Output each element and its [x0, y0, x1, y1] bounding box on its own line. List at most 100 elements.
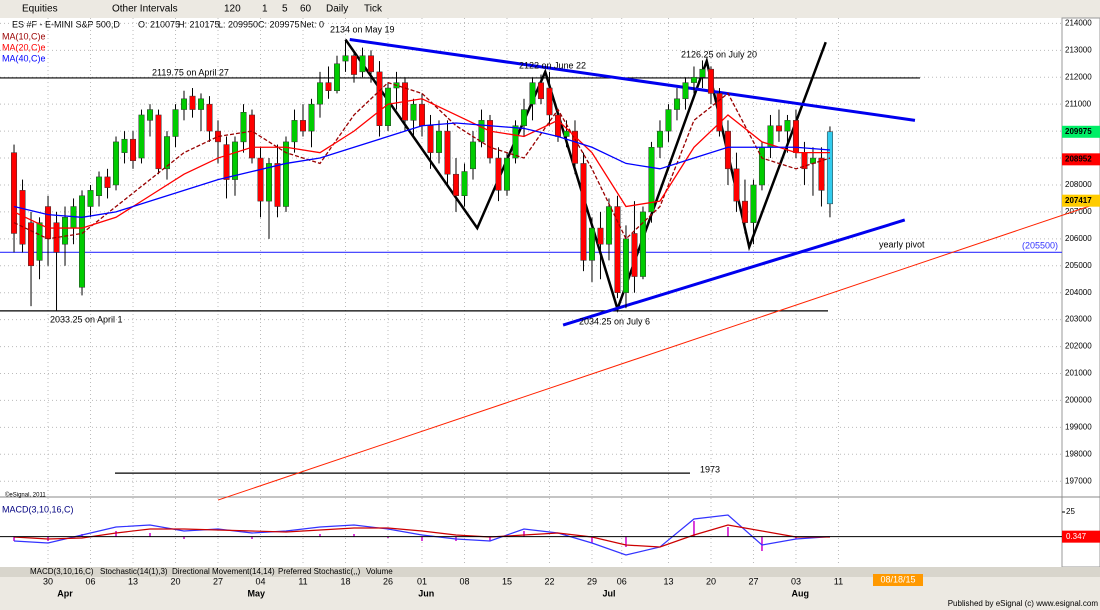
macd-line — [13, 524, 830, 548]
month-label: Apr — [57, 588, 73, 598]
candle-body — [104, 176, 111, 188]
candle-body — [308, 103, 315, 132]
candle-body — [741, 200, 748, 223]
moving-average — [13, 122, 831, 218]
y-tick-label: 203000 — [1065, 315, 1092, 324]
candle-body — [249, 114, 256, 159]
toolbar-button[interactable]: 120 — [224, 4, 241, 15]
toolbar-button[interactable]: Tick — [364, 4, 383, 15]
candle-body — [96, 176, 103, 196]
y-tick-label: 207000 — [1065, 207, 1092, 216]
candle-body — [28, 222, 35, 267]
candle-body — [325, 82, 332, 91]
x-tick-label: 26 — [383, 576, 393, 586]
x-tick-label: 11 — [834, 576, 843, 586]
candle-body — [317, 82, 324, 105]
candle-body — [554, 114, 561, 137]
macd-value-box — [1062, 530, 1100, 543]
toolbar-button[interactable]: Daily — [326, 4, 348, 15]
x-tick-label: 18 — [340, 576, 350, 586]
candle-body — [563, 130, 570, 137]
candle-body — [571, 130, 578, 164]
candle-body — [164, 136, 171, 170]
trendline — [217, 202, 1100, 501]
x-tick-label: 20 — [171, 576, 181, 586]
candle-body — [818, 157, 825, 191]
indicator-tab[interactable]: Directional Movement(14,14) — [172, 567, 275, 576]
level-label: 2033.25 on April 1 — [50, 314, 123, 324]
candle-body — [605, 206, 612, 245]
y-tick-label: 212000 — [1065, 72, 1092, 81]
candle-body — [758, 147, 765, 186]
candle-body — [232, 141, 239, 180]
indicator-tab[interactable]: MACD(3,10,16,C) — [30, 567, 94, 576]
moving-average — [13, 98, 830, 229]
date-text: 08/18/15 — [880, 574, 915, 584]
candle-body — [784, 120, 791, 132]
candle-body — [512, 125, 519, 159]
header-symbol: ES #F - E-MINI S&P 500,D — [12, 19, 120, 29]
toolbar-button[interactable]: 1 — [262, 4, 268, 15]
candle-body — [495, 157, 502, 191]
x-tick-label: 29 — [587, 576, 597, 586]
toolbar-button[interactable]: 5 — [282, 4, 288, 15]
toolbar-button[interactable]: 60 — [300, 4, 312, 15]
x-tick-label: 03 — [791, 576, 801, 586]
toolbar-button[interactable]: Equities — [22, 4, 58, 15]
legend-entry: MA(20,C)e — [2, 42, 46, 52]
annotation: 2122 on June 22 — [519, 60, 586, 70]
legend-entry: MA(10,C)e — [2, 31, 46, 41]
y-tick-label: 211000 — [1065, 99, 1092, 108]
candle-body — [147, 109, 154, 121]
y-tick-label: 213000 — [1065, 45, 1092, 54]
candle-body — [639, 211, 646, 277]
candle-body — [452, 173, 459, 196]
indicator-tab[interactable]: Stochastic(14(1),3) — [100, 567, 168, 576]
macd-line — [13, 514, 831, 556]
candle-body — [427, 125, 434, 153]
candle-body — [376, 71, 383, 126]
candle-body — [198, 98, 205, 110]
x-tick-label: 04 — [255, 576, 265, 586]
indicator-tab[interactable]: Volume — [366, 567, 393, 576]
candle-body — [461, 171, 468, 197]
candle-body — [699, 68, 706, 78]
candle-body — [631, 233, 638, 277]
candle-body — [257, 157, 264, 202]
x-tick-label: 20 — [706, 576, 716, 586]
candle-body — [546, 87, 553, 116]
candle-body — [435, 130, 442, 153]
candle-body — [283, 141, 290, 207]
indicator-tab[interactable]: Preferred Stochastic(,,) — [278, 567, 361, 576]
x-tick-label: 13 — [663, 576, 673, 586]
candle-body — [775, 125, 782, 132]
candle-body — [367, 55, 374, 73]
candle-body — [750, 184, 757, 223]
candle-body — [342, 55, 349, 62]
x-tick-label: 15 — [502, 576, 512, 586]
candle-body — [580, 163, 587, 261]
y-tick-label: 208000 — [1065, 180, 1092, 189]
candle-body — [206, 103, 213, 132]
candle-body — [665, 109, 672, 132]
candle-body — [266, 163, 273, 202]
x-tick-label: 30 — [43, 576, 53, 586]
annotation: 2126.25 on July 20 — [681, 49, 757, 59]
candle-body — [469, 141, 476, 170]
candle-body — [597, 227, 604, 245]
x-tick-label: 22 — [544, 576, 554, 586]
header-net: Net: 0 — [300, 19, 324, 29]
candle-body — [707, 68, 714, 94]
candle-body — [724, 130, 731, 170]
candle-body — [130, 138, 137, 161]
candle-body — [138, 114, 145, 159]
trendline — [349, 38, 916, 122]
header-low: L: 209950 — [218, 19, 258, 29]
candle-body — [223, 144, 230, 180]
x-tick-label: 27 — [213, 576, 223, 586]
candle-body — [529, 82, 536, 105]
price-marker — [1062, 125, 1100, 138]
price-axis — [1061, 17, 1100, 568]
toolbar-button[interactable]: Other Intervals — [112, 4, 178, 15]
date-box — [873, 574, 923, 586]
